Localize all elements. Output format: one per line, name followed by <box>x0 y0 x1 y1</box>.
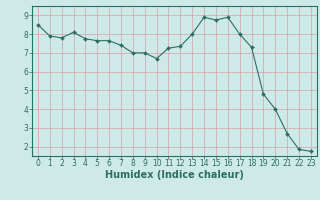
X-axis label: Humidex (Indice chaleur): Humidex (Indice chaleur) <box>105 170 244 180</box>
